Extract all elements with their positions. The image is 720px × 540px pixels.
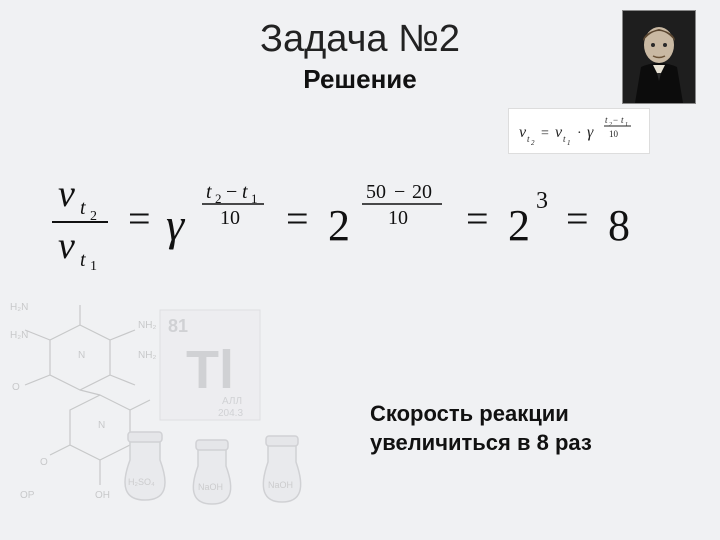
svg-text:t: t [527,134,530,144]
svg-text:=: = [466,196,489,241]
svg-text:АЛЛ: АЛЛ [222,396,242,407]
problem-title: Задача №2 [0,18,720,61]
element-number: 81 [168,316,188,336]
svg-text:20: 20 [412,181,432,203]
svg-text:10: 10 [388,207,408,229]
svg-text:γ: γ [166,199,186,250]
svg-text:8: 8 [608,201,630,250]
conclusion-line1: Скорость реакции [370,401,569,426]
svg-text:=: = [566,196,589,241]
svg-text:−: − [394,181,405,203]
svg-text:=: = [541,126,549,141]
svg-text:NaOH: NaOH [268,480,293,490]
svg-text:1: 1 [625,122,628,128]
svg-text:NH₂: NH₂ [138,350,156,361]
svg-text:1: 1 [567,139,571,147]
svg-text:ν: ν [519,124,527,141]
svg-text:2: 2 [328,201,350,250]
scientist-portrait [622,10,696,104]
svg-text:t: t [605,115,608,125]
svg-text:O: O [12,382,20,393]
svg-text:−: − [613,115,618,125]
svg-text:2: 2 [508,201,530,250]
svg-text:10: 10 [220,207,240,229]
svg-text:2: 2 [609,122,612,128]
svg-text:ν: ν [58,173,75,215]
svg-text:H₂N: H₂N [10,302,28,313]
svg-text:t: t [80,249,86,270]
svg-text:N: N [78,350,85,361]
svg-text:3: 3 [536,188,548,214]
conclusion-line2: увеличиться в 8 раз [370,430,592,455]
svg-text:H₂SO₄: H₂SO₄ [128,477,155,487]
svg-text:50: 50 [366,181,386,203]
svg-text:NaOH: NaOH [198,482,223,492]
svg-text:ν: ν [58,225,75,267]
solution-subtitle: Решение [0,64,720,95]
svg-text:·: · [577,126,582,141]
svg-text:ν: ν [555,124,563,141]
svg-text:t: t [206,181,212,203]
svg-text:10: 10 [609,129,619,139]
svg-text:OP: OP [20,490,35,501]
main-equation: ν t 2 ν t 1 = γ t 2 − t 1 10 = 2 50 [50,170,670,270]
vant-hoff-formula-box: ν t 2 = ν t 1 · γ t 2 − t 1 10 [508,108,650,154]
svg-text:γ: γ [587,124,594,141]
svg-text:−: − [226,181,237,203]
svg-text:=: = [286,196,309,241]
element-symbol: Tl [186,340,234,400]
svg-text:t: t [242,181,248,203]
svg-text:204.3: 204.3 [218,408,243,419]
svg-text:NH₂: NH₂ [138,320,156,331]
svg-text:=: = [128,196,151,241]
chemistry-background: H₂N H₂N NH₂ NH₂ O N N O OH OP 81 Tl АЛЛ … [0,280,340,540]
svg-text:O: O [40,457,48,468]
svg-text:OH: OH [95,490,110,501]
svg-text:1: 1 [90,259,97,270]
conclusion-text: Скорость реакции увеличиться в 8 раз [370,400,690,457]
svg-text:t: t [80,197,86,219]
svg-text:t: t [621,115,624,125]
svg-text:t: t [563,134,566,144]
svg-text:H₂N: H₂N [10,330,28,341]
svg-text:N: N [98,420,105,431]
svg-text:2: 2 [531,139,535,147]
